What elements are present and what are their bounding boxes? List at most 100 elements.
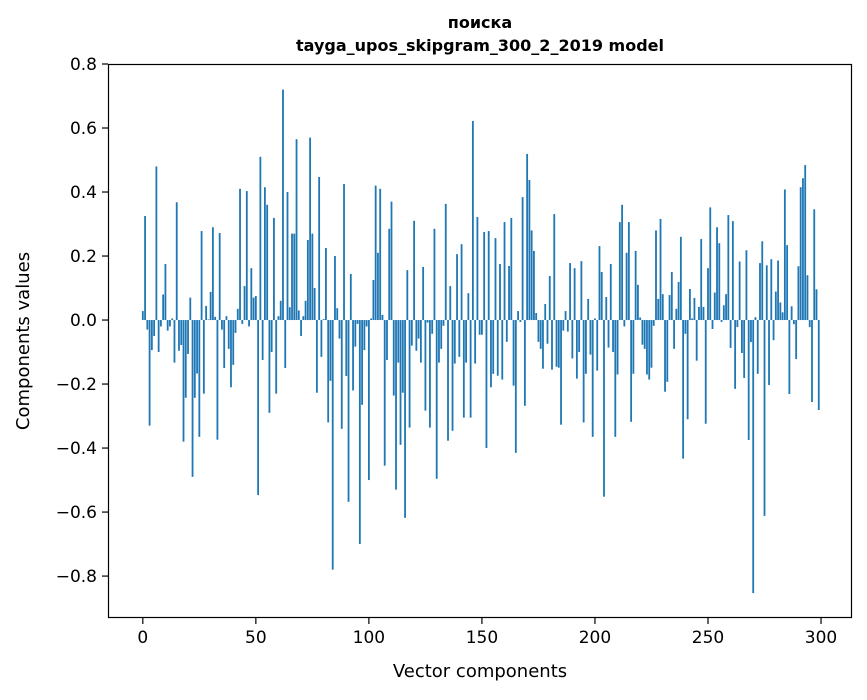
bar-202 — [598, 246, 601, 321]
bar-267 — [745, 250, 748, 321]
y-axis: −0.8 −0.6 −0.4 −0.2 0.0 0.2 0.4 0.6 0.8 — [56, 55, 108, 587]
bar-270 — [752, 320, 755, 594]
bar-278 — [770, 259, 773, 321]
bar-103 — [374, 185, 377, 321]
bar-115 — [401, 320, 404, 393]
x-tick-label: 0 — [137, 628, 148, 648]
bar-299 — [817, 320, 820, 410]
bar-221 — [641, 320, 644, 345]
bar-86 — [336, 308, 339, 321]
bar-97 — [361, 320, 364, 405]
bar-162 — [508, 265, 510, 321]
bar-112 — [395, 320, 397, 490]
bar-230 — [661, 294, 664, 321]
bar-190 — [571, 320, 574, 359]
bar-283 — [781, 312, 784, 321]
bar-16 — [178, 320, 180, 351]
bar-106 — [381, 314, 384, 321]
bar-24 — [196, 320, 198, 374]
bar-80 — [322, 319, 325, 321]
bar-117 — [406, 270, 409, 321]
bar-139 — [456, 254, 458, 321]
bar-142 — [462, 320, 465, 418]
bar-71 — [302, 316, 305, 321]
bar-263 — [736, 320, 739, 328]
bar-59 — [275, 320, 278, 394]
bar-261 — [731, 221, 734, 321]
y-tick-label: −0.2 — [56, 375, 97, 395]
bar-25 — [198, 320, 201, 437]
bar-167 — [519, 320, 522, 322]
bar-98 — [363, 320, 366, 351]
y-axis-label: Components values — [13, 252, 34, 430]
bar-140 — [458, 320, 461, 357]
bar-184 — [557, 320, 560, 368]
bar-200 — [594, 318, 596, 321]
bar-241 — [686, 320, 689, 420]
bar-127 — [429, 320, 431, 428]
bar-57 — [270, 320, 273, 353]
bar-21 — [189, 297, 192, 321]
bar-48 — [250, 268, 253, 321]
bar-14 — [173, 320, 176, 363]
bar-211 — [618, 222, 621, 321]
bar-104 — [377, 252, 379, 321]
bar-46 — [245, 191, 248, 321]
bar-206 — [607, 320, 610, 348]
bar-92 — [349, 273, 352, 321]
bar-290 — [797, 266, 800, 321]
bar-256 — [720, 320, 723, 322]
bar-133 — [442, 320, 445, 326]
bar-113 — [397, 320, 400, 363]
bar-5 — [153, 320, 156, 337]
bar-82 — [327, 320, 330, 423]
bar-215 — [627, 222, 630, 321]
bar-239 — [682, 320, 685, 459]
bar-131 — [438, 320, 440, 363]
bar-250 — [707, 268, 709, 321]
bar-177 — [542, 320, 544, 369]
bar-42 — [236, 308, 239, 321]
bar-208 — [612, 320, 614, 353]
bar-171 — [528, 180, 531, 321]
x-tick-label: 200 — [579, 628, 611, 648]
bar-45 — [243, 286, 246, 321]
bar-72 — [304, 300, 307, 321]
bar-296 — [811, 320, 813, 402]
bar-246 — [698, 306, 700, 321]
bar-15 — [175, 202, 178, 321]
bar-102 — [372, 280, 375, 321]
bar-249 — [704, 320, 707, 424]
bar-178 — [544, 304, 547, 321]
bar-96 — [358, 320, 361, 545]
bar-269 — [750, 320, 752, 343]
bar-271 — [754, 317, 757, 321]
bar-297 — [813, 209, 816, 321]
bar-43 — [239, 188, 241, 321]
bar-52 — [259, 156, 262, 321]
bar-10 — [164, 264, 167, 321]
x-tick-label: 300 — [805, 628, 837, 648]
bar-254 — [716, 227, 718, 321]
chart-title-line2: tayga_upos_skipgram_300_2_2019 model — [296, 36, 664, 55]
bar-282 — [779, 302, 782, 321]
bar-108 — [386, 320, 388, 361]
bar-76 — [313, 288, 316, 321]
bar-77 — [315, 320, 318, 393]
bar-226 — [652, 320, 655, 326]
bar-279 — [772, 320, 775, 341]
x-tick-label: 150 — [466, 628, 498, 648]
bar-122 — [417, 320, 420, 339]
bar-157 — [496, 320, 499, 376]
bar-18 — [182, 320, 185, 442]
bar-101 — [370, 318, 373, 321]
bar-264 — [738, 261, 741, 321]
bar-29 — [207, 319, 210, 321]
bar-116 — [404, 320, 406, 518]
bar-209 — [614, 320, 617, 437]
bar-155 — [492, 320, 495, 374]
bar-145 — [469, 320, 472, 418]
y-tick-label: 0.6 — [70, 119, 97, 139]
bar-176 — [539, 320, 542, 349]
bar-191 — [573, 268, 576, 321]
